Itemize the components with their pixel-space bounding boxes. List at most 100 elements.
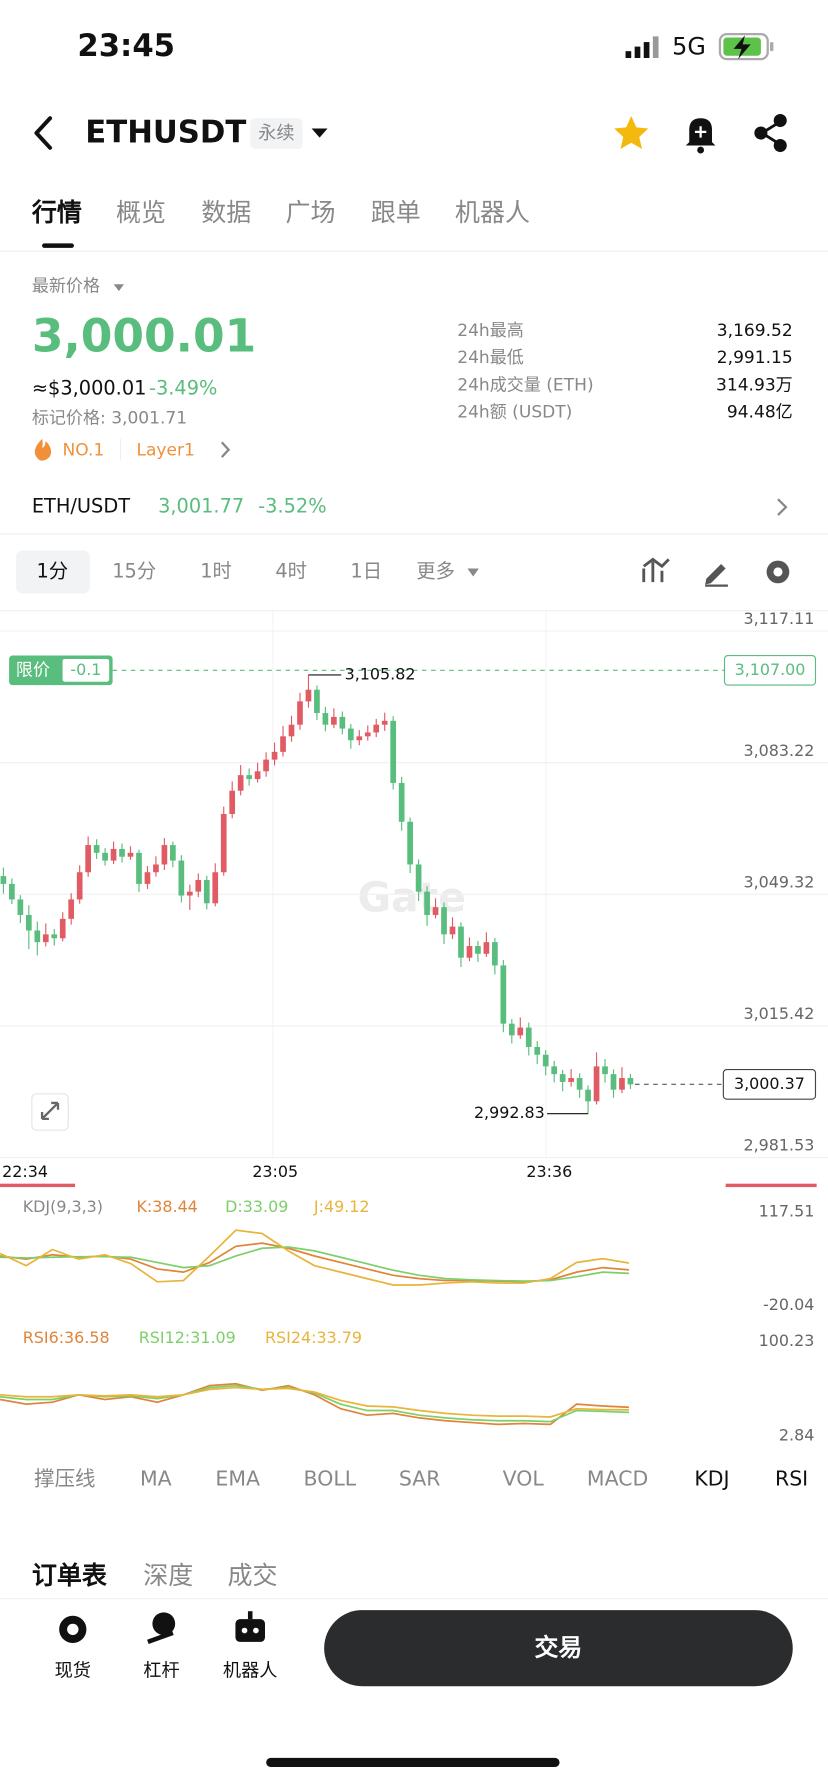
candle-body — [331, 716, 337, 725]
order-tab[interactable]: 成交 — [227, 1561, 277, 1590]
x-tick-label: 23:05 — [252, 1162, 298, 1181]
indicator-tab[interactable]: VOL — [503, 1466, 545, 1490]
interval[interactable]: 4时 — [275, 559, 307, 582]
candle-body — [475, 946, 481, 954]
indicator-tab[interactable]: BOLL — [304, 1466, 357, 1490]
candle-body — [9, 883, 15, 900]
candle-body — [178, 860, 185, 896]
last-price: 3,000.01 — [32, 309, 256, 362]
indicator-tab[interactable]: MACD — [587, 1466, 648, 1490]
trade-button-label[interactable]: 交易 — [535, 1634, 583, 1662]
candle-body — [220, 813, 227, 873]
y-tick-label: 3,015.42 — [743, 1004, 814, 1023]
candle-body — [93, 845, 100, 853]
y-tick-label: 3,049.32 — [743, 872, 814, 891]
y-tick-label: 3,117.11 — [743, 609, 814, 628]
fire-icon — [34, 438, 52, 461]
candle-body — [441, 907, 447, 935]
settings-icon[interactable] — [766, 560, 790, 584]
candle-body — [254, 771, 261, 780]
candle-body — [288, 724, 295, 737]
current-price-box — [722, 1069, 817, 1100]
indicator-line — [0, 1246, 630, 1282]
candle-body — [364, 732, 371, 737]
indicator-tool-icon[interactable] — [642, 557, 670, 583]
order-tab[interactable]: 订单表 — [32, 1561, 108, 1590]
tab[interactable]: 跟单 — [371, 198, 421, 227]
stat-value: 94.48亿 — [727, 403, 793, 423]
indicator-tab[interactable]: RSI — [775, 1466, 808, 1490]
candle-body — [34, 930, 41, 943]
x-tick-label: 22:34 — [2, 1162, 48, 1181]
indicator-tab[interactable]: 撑压线 — [34, 1466, 95, 1490]
tab[interactable]: 数据 — [201, 198, 251, 227]
order-tab[interactable]: 深度 — [143, 1561, 193, 1590]
indicator-line — [0, 1229, 630, 1286]
draw-tool-icon[interactable] — [705, 563, 728, 587]
favorite-icon[interactable] — [614, 115, 649, 149]
candle-body — [51, 934, 58, 939]
margin-icon[interactable] — [147, 1612, 176, 1645]
bottom-item[interactable]: 机器人 — [223, 1660, 278, 1681]
candle-body — [314, 689, 320, 714]
share-icon[interactable] — [754, 113, 787, 153]
spot-icon[interactable] — [59, 1615, 87, 1644]
bottom-item[interactable]: 现货 — [55, 1660, 91, 1681]
y-tick-label: 117.51 — [759, 1202, 815, 1221]
interval[interactable]: 15分 — [112, 559, 156, 582]
tab[interactable]: 广场 — [285, 198, 335, 227]
candle-body — [59, 918, 66, 939]
bottom-item[interactable]: 杠杆 — [143, 1660, 179, 1681]
signal-icon — [625, 36, 659, 58]
limit-offset-bg — [62, 658, 110, 682]
interval[interactable]: 1时 — [200, 559, 232, 582]
candle-body — [492, 942, 498, 966]
watermark: Gate — [357, 874, 466, 922]
indicator-legend: RSI12:31.09 — [139, 1328, 236, 1347]
sector[interactable]: Layer1 — [136, 440, 194, 460]
back-button[interactable] — [34, 116, 53, 150]
y-tick-label: -20.04 — [763, 1295, 814, 1314]
chevron[interactable] — [777, 498, 788, 516]
indicator-tab[interactable]: EMA — [215, 1466, 260, 1490]
stat-label: 24h额 (USDT) — [457, 403, 572, 423]
tab[interactable]: 概览 — [116, 198, 166, 227]
candle-body — [534, 1046, 541, 1055]
limit-label[interactable]: 限价 — [16, 660, 50, 680]
candle-body — [390, 720, 397, 783]
indicator-line — [0, 1386, 629, 1418]
trade-button[interactable] — [324, 1610, 793, 1687]
x-tick-label: 23:36 — [526, 1162, 572, 1181]
interval[interactable]: 1分 — [36, 559, 68, 582]
indicator-tab[interactable]: KDJ — [694, 1466, 729, 1490]
divider — [0, 533, 828, 535]
indicator-tab[interactable]: SAR — [399, 1466, 441, 1490]
spot-pair[interactable]: ETH/USDT — [32, 495, 130, 518]
bot-icon[interactable] — [235, 1611, 266, 1642]
candle-body — [339, 716, 346, 729]
candle-body — [297, 701, 303, 725]
candle-body — [559, 1074, 566, 1082]
indicator-title: KDJ(9,3,3) — [23, 1197, 103, 1216]
interval[interactable]: 1日 — [350, 559, 382, 582]
candle-body — [170, 845, 176, 861]
tag-bg — [250, 118, 303, 149]
candle-body — [110, 848, 117, 861]
interval-more[interactable]: 更多 — [416, 559, 455, 582]
fullscreen-icon — [40, 1101, 60, 1120]
tab[interactable]: 机器人 — [455, 198, 530, 227]
spot-change: -3.52% — [258, 495, 326, 518]
latest-label[interactable]: 最新价格 — [32, 277, 100, 297]
indicator-tab[interactable]: MA — [140, 1466, 172, 1490]
candle-body — [602, 1066, 608, 1075]
alert-icon[interactable] — [685, 118, 716, 154]
candle-body — [119, 848, 125, 857]
candle-body — [449, 926, 456, 935]
rank[interactable]: NO.1 — [63, 440, 105, 460]
candle-body — [619, 1078, 625, 1090]
tab[interactable]: 行情 — [31, 198, 82, 227]
symbol-dropdown[interactable] — [311, 128, 328, 138]
stat-label: 24h最高 — [457, 321, 524, 341]
candle-body — [195, 880, 202, 892]
